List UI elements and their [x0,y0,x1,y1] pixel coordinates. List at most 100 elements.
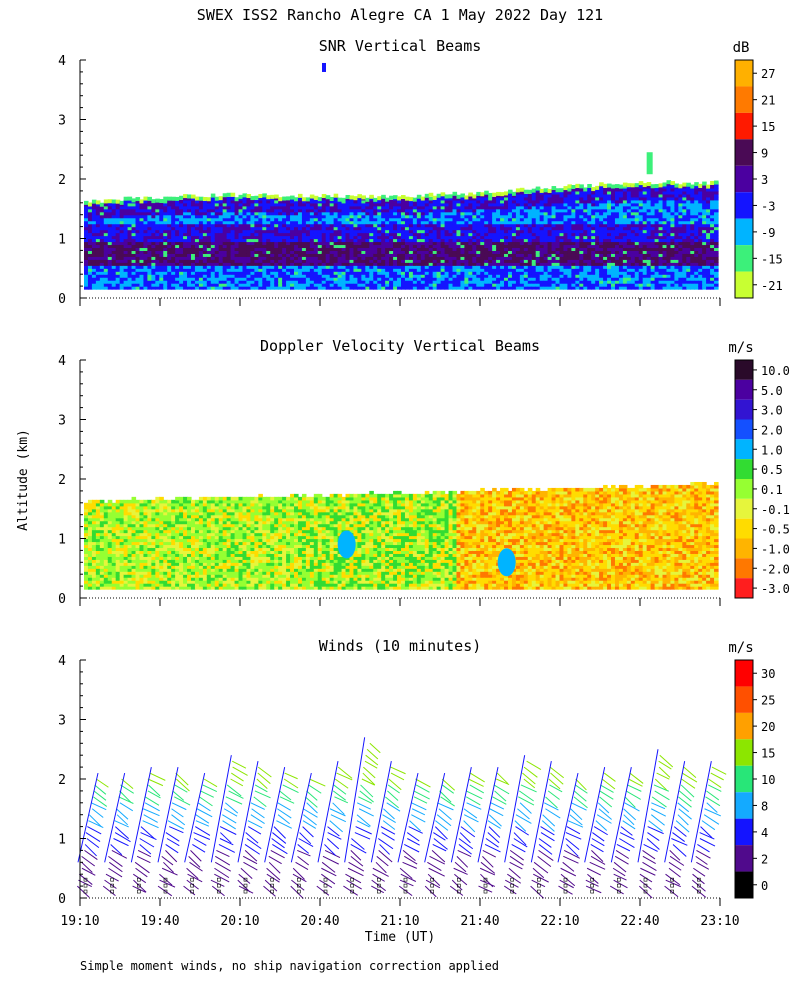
snr-cell [187,226,192,231]
snr-cell [424,253,430,257]
snr-cell [408,214,414,219]
snr-cell [579,265,584,269]
snr-cell [222,217,228,222]
snr-cell [535,223,541,228]
snr-cell [155,271,160,275]
snr-cell [135,226,141,231]
snr-cell [333,283,339,287]
snr-cell [206,232,212,237]
snr-cell [309,194,315,199]
snr-cell [337,280,343,284]
snr-cell [595,193,600,198]
snr-cell [262,235,267,240]
snr-cell [559,268,565,272]
snr-cell [230,259,236,263]
snr-cell [523,283,529,287]
snr-cell [492,268,497,272]
snr-cell [539,259,545,263]
snr-cell [551,223,557,228]
snr-cell [515,262,521,266]
snr-cell [412,217,418,222]
snr-cell [650,217,656,222]
snr-cell [614,220,620,225]
snr-cell [404,271,410,275]
snr-cell [226,262,232,266]
snr-cell [274,250,279,254]
snr-cell [286,217,291,222]
snr-cell [365,268,370,272]
snr-cell [246,244,252,249]
snr-cell [214,196,220,201]
snr-cell [301,223,307,228]
snr-cell [678,241,683,246]
snr-cell [365,214,370,219]
snr-cell [234,274,240,278]
snr-cell [369,280,374,284]
snr-cell [151,277,156,281]
snr-cell [175,238,180,243]
snr-cell [634,211,640,216]
snr-cell [190,274,196,278]
snr-cell [583,280,588,284]
snr-cell [428,238,434,243]
snr-cell [575,280,580,284]
snr-cell [412,274,418,278]
snr-cell [365,280,370,284]
snr-cell [511,232,517,237]
snr-cell [670,283,676,287]
snr-cell [254,253,259,257]
snr-cell [294,229,299,234]
snr-cell [412,250,418,254]
snr-cell [591,226,596,231]
snr-cell [551,190,557,195]
snr-cell [618,184,624,189]
snr-cell [238,208,244,213]
snr-cell [309,232,315,237]
snr-cell [678,190,683,195]
snr-cell [397,202,402,207]
snr-cell [535,256,541,260]
snr-cell [567,214,572,219]
snr-cell [147,271,152,275]
snr-cell [313,205,319,210]
snr-cell [626,277,632,281]
snr-cell [377,223,382,228]
snr-cell [436,196,442,201]
snr-cell [218,238,224,243]
snr-cell [408,229,414,234]
snr-cell [686,190,691,195]
snr-cell [341,229,347,234]
snr-cell [682,193,687,198]
snr-cell [618,256,624,260]
snr-cell [226,256,232,260]
snr-cell [206,226,212,231]
snr-cell [274,199,279,204]
snr-cell [135,247,141,251]
snr-cell [428,259,434,263]
snr-cell [587,247,592,251]
snr-cell [389,274,394,278]
snr-cell [674,247,679,251]
snr-cell [321,202,327,207]
snr-cell [420,268,426,272]
snr-cell [603,187,608,192]
snr-cell [377,265,382,269]
snr-cell [611,280,616,284]
snr-cell [135,262,141,266]
snr-cell [119,256,125,260]
snr-cell [325,259,331,263]
snr-cell [678,256,683,260]
snr-cell [555,190,561,195]
snr-cell [313,262,319,266]
snr-cell [527,229,533,234]
snr-cell [587,274,592,278]
snr-cell [111,211,117,216]
snr-cell [270,238,275,243]
snr-cell [591,265,596,269]
snr-cell [678,235,683,240]
snr-cell [214,214,220,219]
snr-cell [111,229,117,234]
snr-cell [662,196,668,201]
snr-cell [583,238,588,243]
snr-cell [345,208,351,213]
